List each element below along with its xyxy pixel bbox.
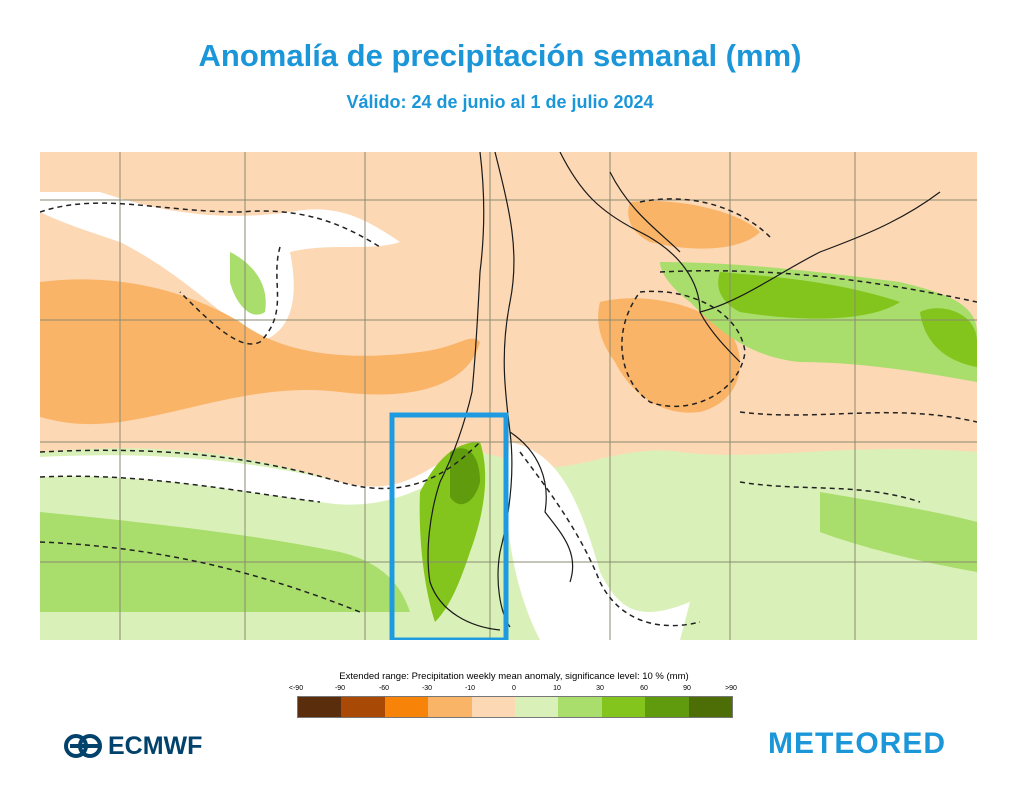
- ecmwf-logo-icon: [64, 734, 102, 758]
- legend-tick: 30: [596, 685, 604, 692]
- highlight-box: [389, 412, 509, 640]
- legend-tick: 90: [683, 685, 691, 692]
- legend-color-bar: [297, 696, 733, 718]
- legend-tick: -10: [464, 685, 476, 692]
- coastlines: [427, 152, 941, 631]
- legend-tick: -30: [421, 685, 433, 692]
- legend-swatch: [471, 697, 516, 717]
- significance-contours: [40, 198, 977, 627]
- positive-anomaly-pacific-north: [230, 252, 266, 315]
- legend-swatch: [515, 697, 559, 717]
- ecmwf-logo: ECMWF: [64, 730, 202, 762]
- legend-tick: -90: [334, 685, 346, 692]
- legend-title: Extended range: Precipitation weekly mea…: [339, 671, 689, 682]
- legend-swatch: [688, 697, 733, 717]
- positive-anomaly-south-atlantic: [820, 492, 977, 572]
- legend-swatch: [558, 697, 602, 717]
- legend-swatch: [428, 697, 472, 717]
- near-zero-band-north: [40, 192, 400, 342]
- legend-tick: 60: [640, 685, 648, 692]
- legend-swatch: [601, 697, 646, 717]
- near-zero-band-2: [506, 442, 690, 640]
- legend-swatch: [645, 697, 689, 717]
- map-title: Anomalía de precipitación semanal (mm): [198, 38, 802, 73]
- legend-swatch: [298, 697, 342, 717]
- negative-anomaly-ocean: [40, 279, 480, 425]
- meteored-logo: METEORED: [768, 727, 947, 760]
- legend-swatch: [384, 697, 429, 717]
- legend-tick: >90: [725, 685, 737, 692]
- positive-anomaly-atlantic-east: [920, 308, 977, 367]
- map-subtitle: Válido: 24 de junio al 1 de julio 2024: [346, 92, 654, 112]
- legend-tick: -60: [378, 685, 390, 692]
- map-canvas: [40, 152, 977, 640]
- legend-tick: 10: [553, 685, 561, 692]
- legend-tick: <-90: [288, 685, 304, 692]
- legend-swatch: [341, 697, 385, 717]
- legend-tick: 0: [512, 685, 516, 692]
- legend-tick-labels: <-90 -90 -60 -30 -10 0 10 30 60 90 >90: [288, 685, 740, 695]
- near-zero-band-1: [40, 452, 470, 505]
- precipitation-anomaly-map: [40, 152, 977, 640]
- negative-anomaly-brazil: [628, 201, 760, 249]
- ecmwf-logo-text: ECMWF: [108, 731, 203, 760]
